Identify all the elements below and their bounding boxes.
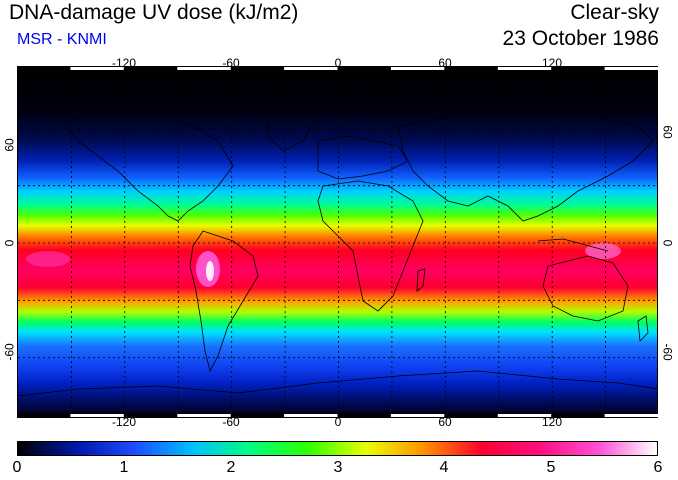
colorbar-label: 0 [12, 459, 22, 476]
lon-tick-bottom: 60 [438, 415, 452, 429]
top-frame-ticks [17, 66, 658, 71]
lat-tick-left: 0 [2, 239, 17, 247]
colorbar [17, 441, 658, 456]
date-label: 23 October 1986 [502, 27, 659, 50]
bottom-frame-ticks [17, 413, 658, 418]
lat-tick-left: 60 [2, 138, 17, 152]
lat-tick-left: -60 [2, 343, 17, 361]
lat-tick-right: -60 [660, 343, 675, 361]
lon-tick-bottom: -120 [111, 415, 137, 429]
lat-tick-right: 60 [660, 125, 675, 139]
lon-tick-bottom: -60 [222, 415, 240, 429]
map-title: DNA-damage UV dose (kJ/m2) [9, 1, 299, 24]
credit-label: MSR - KNMI [17, 31, 107, 48]
colorbar-label: 2 [226, 459, 236, 476]
colorbar-label: 3 [333, 459, 343, 476]
lon-tick-bottom: 120 [541, 415, 563, 429]
colorbar-label: 1 [119, 459, 129, 476]
colorbar-label: 6 [653, 459, 663, 476]
lon-tick-top: 0 [334, 56, 342, 70]
lon-tick-bottom: 0 [334, 415, 342, 429]
uv-dose-map [17, 70, 658, 414]
lat-tick-right: 0 [660, 239, 675, 247]
colorbar-label: 4 [439, 459, 449, 476]
colorbar-label: 5 [546, 459, 556, 476]
sky-condition-label: Clear-sky [570, 1, 659, 24]
